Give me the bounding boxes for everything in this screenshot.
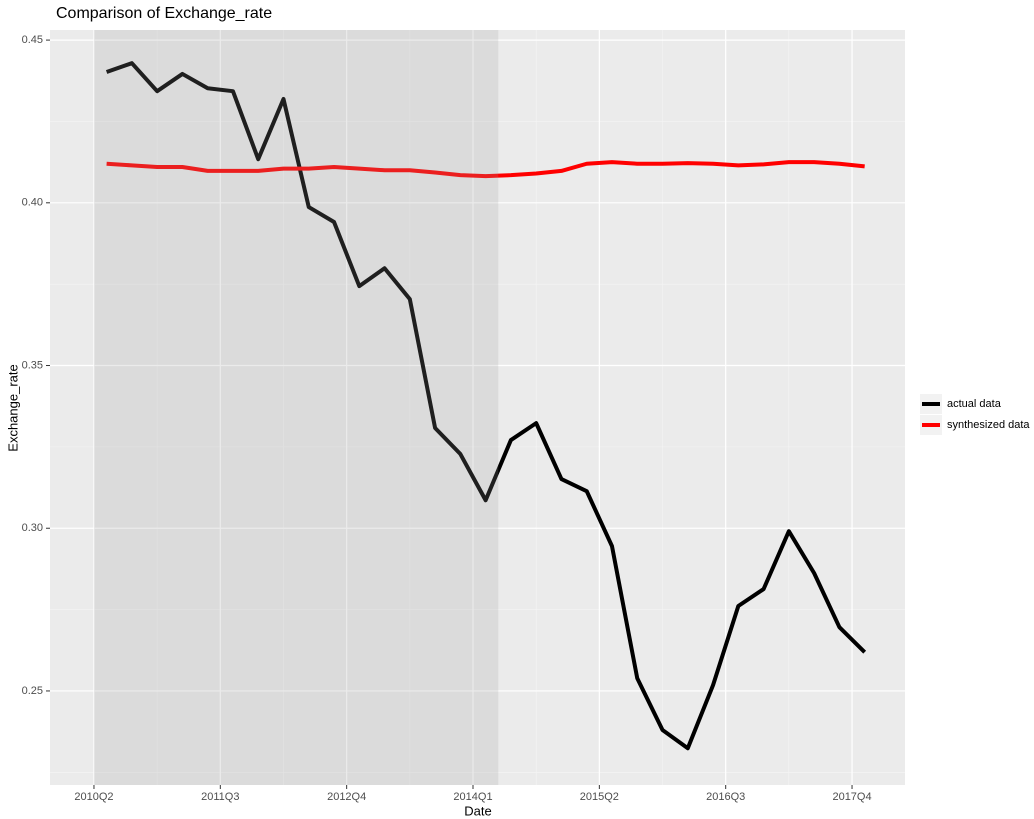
y-axis-title: Exchange_rate [5, 364, 20, 451]
y-tick-label: 0.45 [22, 34, 43, 46]
series-line [105, 61, 867, 751]
x-tick-label: 2017Q4 [832, 791, 871, 803]
x-tick-label: 2011Q3 [201, 791, 239, 803]
axes: 0.25 0.30 0.35 0.40 0.45 2010Q2 2011Q3 2012Q4 20… [22, 34, 872, 803]
y-tick-label: 0.40 [22, 197, 43, 209]
shaded-region [93, 30, 499, 785]
x-tick-label: 2010Q2 [74, 791, 113, 803]
y-tick-label: 0.25 [22, 685, 43, 697]
series-line [106, 160, 865, 179]
x-tick-label: 2015Q2 [580, 791, 619, 803]
grid [50, 30, 905, 785]
lines [93, 30, 867, 785]
legend-label: synthesized data [947, 419, 1030, 431]
y-tick-label: 0.30 [22, 522, 43, 534]
legend: actual data synthesized data [920, 394, 1030, 435]
x-tick-label: 2016Q3 [706, 791, 745, 803]
x-axis-title: Date [464, 803, 491, 818]
y-tick-label: 0.35 [22, 359, 43, 371]
panel [50, 30, 905, 785]
x-tick-label: 2012Q4 [327, 791, 366, 803]
legend-label: actual data [947, 398, 1002, 410]
chart-title: Comparison of Exchange_rate [56, 5, 272, 22]
x-tick-label: 2014Q1 [453, 791, 492, 803]
